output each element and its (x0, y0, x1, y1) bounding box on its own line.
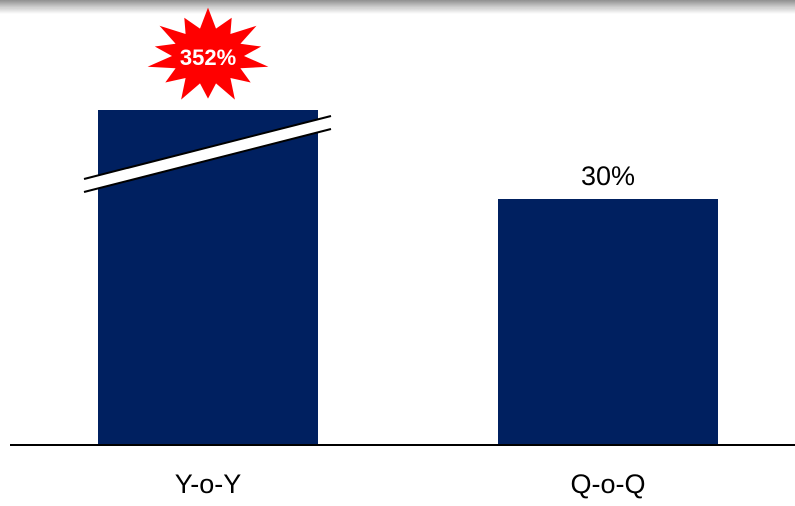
top-band (0, 0, 795, 8)
starburst-highlight (147, 7, 269, 100)
axis-break-marker (83, 115, 332, 193)
bar-q-o-q (498, 199, 718, 444)
data-label-y-o-y: 352% (180, 45, 236, 70)
data-label-q-o-q: 30% (581, 161, 635, 191)
top-band-shadow (0, 8, 795, 14)
x-tick-label-q-o-q: Q-o-Q (570, 469, 645, 499)
x-tick-label-y-o-y: Y-o-Y (175, 469, 242, 499)
